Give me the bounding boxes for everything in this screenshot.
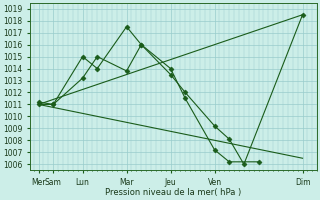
X-axis label: Pression niveau de la mer( hPa ): Pression niveau de la mer( hPa ) [105, 188, 242, 197]
